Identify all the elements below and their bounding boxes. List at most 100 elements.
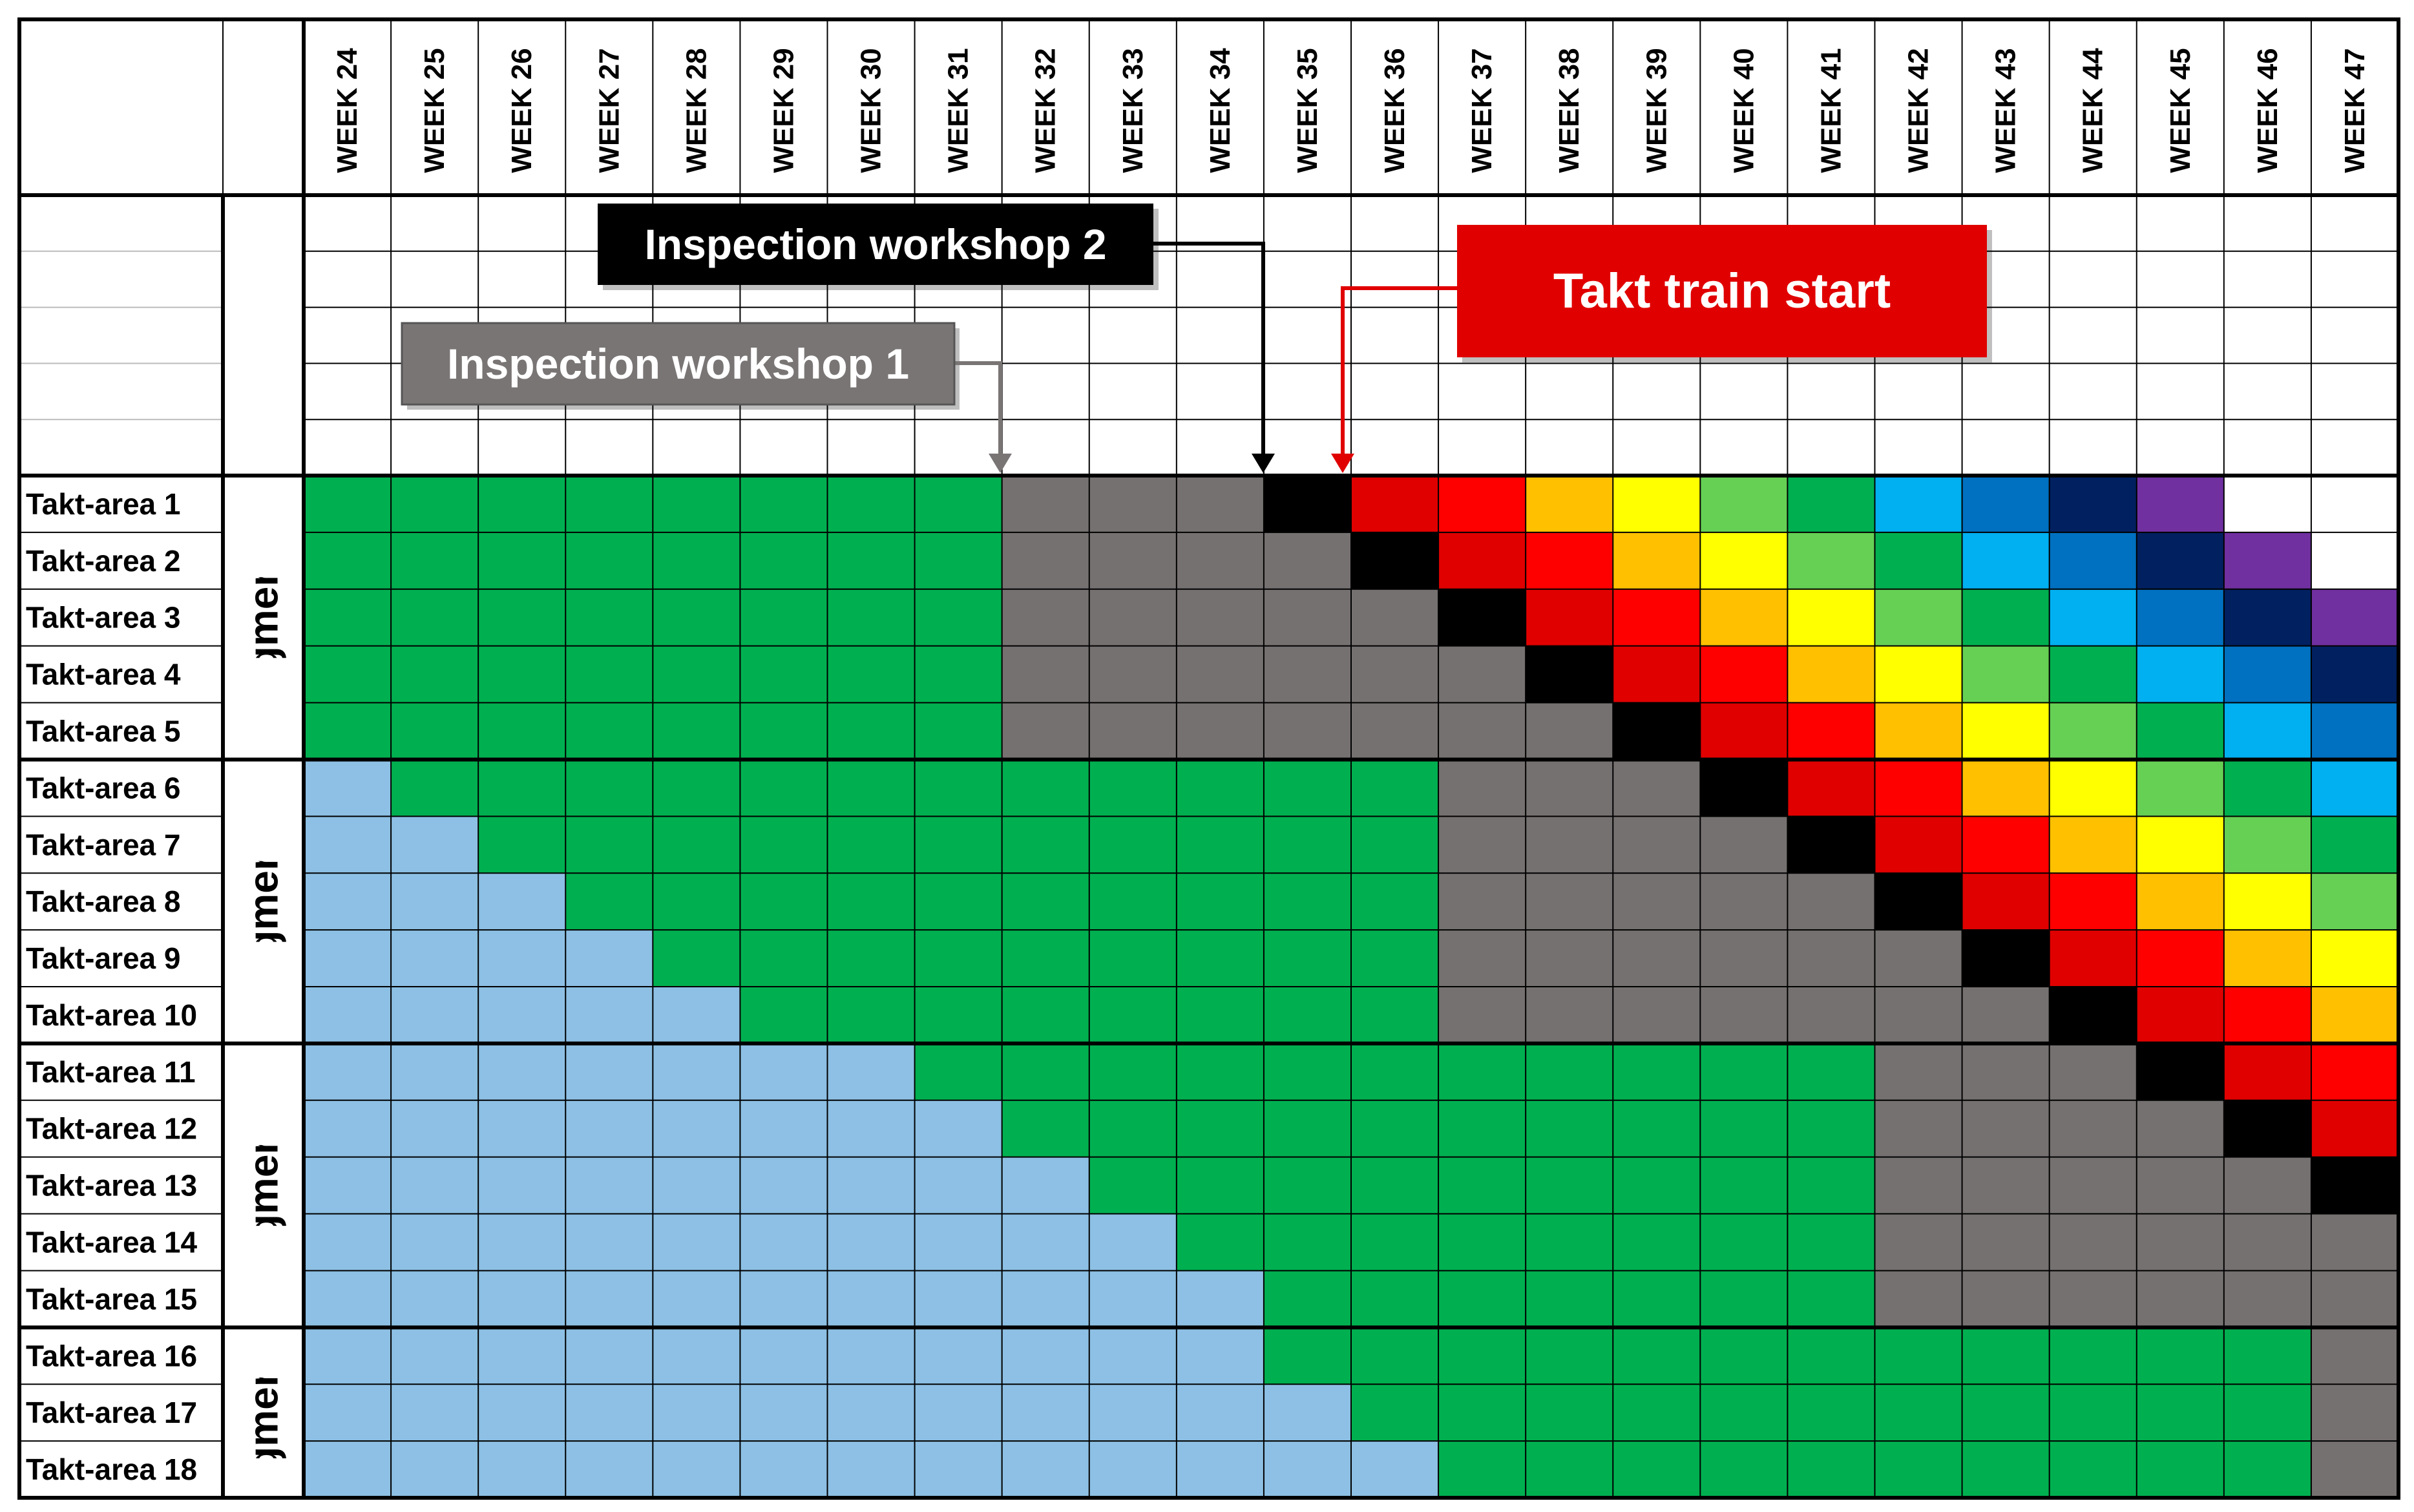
schedule-cell — [1263, 1043, 1351, 1100]
schedule-cell — [653, 1213, 740, 1271]
schedule-cell — [478, 646, 566, 703]
schedule-cell — [2049, 589, 2137, 646]
schedule-cell — [2223, 873, 2311, 930]
schedule-cell — [1700, 646, 1788, 703]
schedule-cell — [1002, 646, 1089, 703]
schedule-cell — [740, 873, 828, 930]
schedule-cell — [478, 1043, 566, 1100]
takt-area-label: Takt-area 17 — [26, 1396, 197, 1429]
schedule-cell — [1787, 987, 1875, 1044]
schedule-cell — [1962, 1213, 2050, 1271]
schedule-cell — [2223, 1213, 2311, 1271]
schedule-cell — [1089, 1100, 1177, 1157]
schedule-cell — [2049, 1384, 2137, 1442]
schedule-cell — [2049, 759, 2137, 817]
schedule-cell — [1613, 1157, 1701, 1214]
schedule-cell — [1002, 1043, 1089, 1100]
schedule-cell — [740, 702, 828, 760]
schedule-cell — [1089, 589, 1177, 646]
schedule-cell — [1700, 1213, 1788, 1271]
week-label: WEEK 42 — [1903, 48, 1935, 173]
schedule-cell — [914, 589, 1002, 646]
schedule-cell — [1002, 476, 1089, 532]
schedule-cell — [1089, 1441, 1177, 1498]
schedule-cell — [1351, 987, 1439, 1044]
schedule-cell — [1263, 816, 1351, 874]
schedule-cell — [1526, 1270, 1613, 1328]
schedule-cell — [653, 987, 740, 1044]
schedule-cell — [1613, 759, 1701, 817]
schedule-cell — [1787, 646, 1875, 703]
schedule-cell — [565, 1157, 653, 1214]
schedule-cell — [740, 1100, 828, 1157]
schedule-cell — [478, 1441, 566, 1498]
schedule-cell — [304, 702, 392, 760]
takt-area-label: Takt-area 8 — [26, 885, 181, 918]
schedule-cell — [1526, 702, 1613, 760]
schedule-cell — [565, 646, 653, 703]
schedule-cell — [1438, 1270, 1526, 1328]
schedule-cell — [2136, 1384, 2224, 1442]
schedule-cell — [1438, 930, 1526, 987]
schedule-cell — [1787, 476, 1875, 532]
schedule-cell — [1787, 816, 1875, 874]
schedule-cell — [2136, 987, 2224, 1044]
schedule-cell — [1613, 1043, 1701, 1100]
schedule-cell — [2136, 1100, 2224, 1157]
schedule-cell — [1176, 759, 1264, 817]
schedule-cell — [1787, 1213, 1875, 1271]
schedule-cell — [2136, 1213, 2224, 1271]
schedule-cell — [1263, 1157, 1351, 1214]
schedule-cell — [914, 930, 1002, 987]
week-label: WEEK 46 — [2252, 48, 2283, 173]
schedule-cell — [2223, 532, 2311, 589]
schedule-cell — [304, 987, 392, 1044]
schedule-cell — [304, 873, 392, 930]
schedule-cell — [1613, 873, 1701, 930]
schedule-cell — [740, 532, 828, 589]
schedule-cell — [1962, 1157, 2050, 1214]
schedule-cell — [1176, 1213, 1264, 1271]
schedule-cell — [1613, 476, 1701, 532]
schedule-cell — [1263, 589, 1351, 646]
schedule-cell — [1874, 930, 1962, 987]
schedule-cell — [1962, 1441, 2050, 1498]
schedule-cell — [1526, 1043, 1613, 1100]
annotation-box — [598, 204, 1153, 285]
schedule-cell — [1438, 1213, 1526, 1271]
schedule-cell — [565, 1100, 653, 1157]
annotation-box — [1457, 225, 1987, 357]
schedule-cell — [827, 759, 915, 817]
schedule-cell — [1787, 1043, 1875, 1100]
week-label: WEEK 32 — [1030, 48, 1062, 173]
schedule-cell — [2136, 1157, 2224, 1214]
schedule-cell — [740, 646, 828, 703]
schedule-cell — [565, 987, 653, 1044]
schedule-cell — [1176, 532, 1264, 589]
schedule-cell — [2049, 1213, 2137, 1271]
schedule-cell — [1526, 646, 1613, 703]
schedule-cell — [1613, 1327, 1701, 1385]
schedule-cell — [391, 1157, 479, 1214]
schedule-cell — [1700, 532, 1788, 589]
schedule-cell — [1002, 1213, 1089, 1271]
schedule-cell — [1351, 1441, 1439, 1498]
schedule-cell — [1176, 1384, 1264, 1442]
takt-area-label: Takt-area 18 — [26, 1453, 197, 1486]
schedule-cell — [740, 1384, 828, 1442]
schedule-cell — [1787, 1157, 1875, 1214]
takt-area-label: Takt-area 7 — [26, 828, 181, 861]
schedule-cell — [653, 1100, 740, 1157]
schedule-cell — [2136, 759, 2224, 817]
schedule-cell — [1263, 1213, 1351, 1271]
week-label: WEEK 29 — [768, 48, 799, 173]
schedule-cell — [1438, 532, 1526, 589]
segment-label: Segment 4 — [240, 1313, 287, 1509]
schedule-cell — [2136, 646, 2224, 703]
schedule-cell — [304, 1327, 392, 1385]
schedule-cell — [2049, 646, 2137, 703]
schedule-cell — [1438, 476, 1526, 532]
schedule-cell — [827, 987, 915, 1044]
schedule-cell — [1874, 873, 1962, 930]
